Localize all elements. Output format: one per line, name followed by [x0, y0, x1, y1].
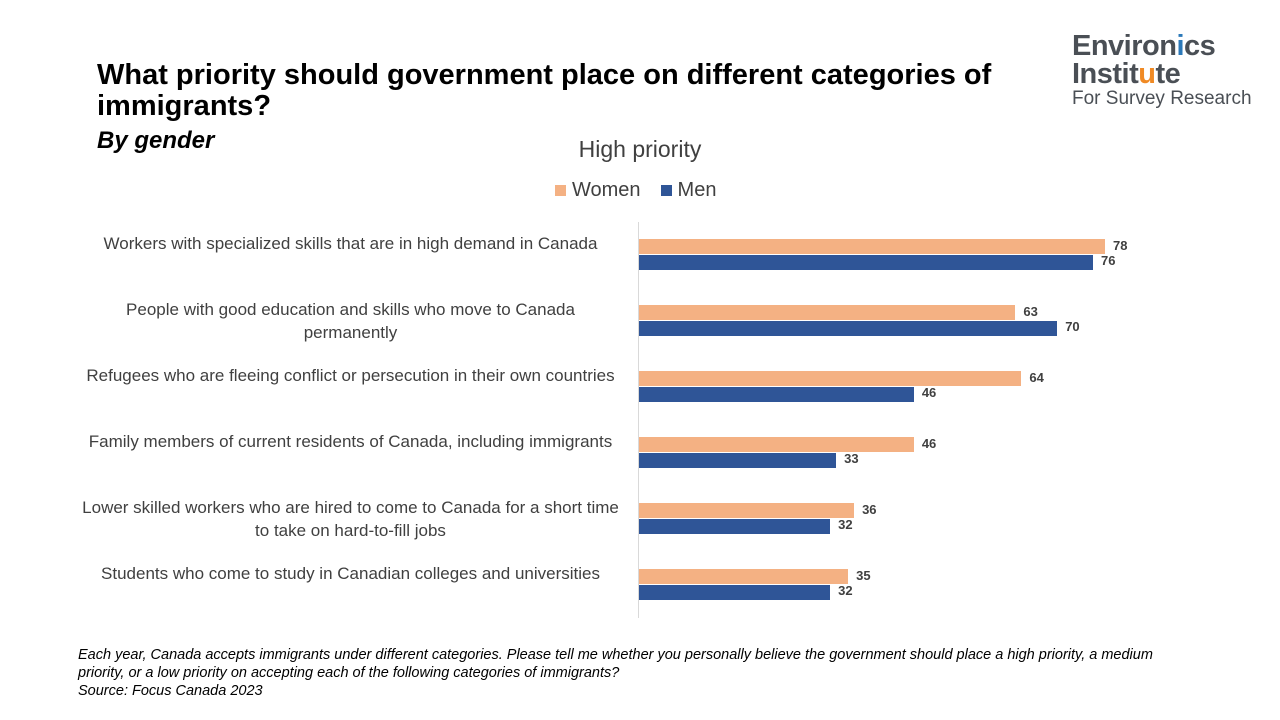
bar-men — [639, 255, 1094, 270]
logo-line-3: For Survey Research — [1072, 88, 1252, 109]
bar-women — [639, 239, 1105, 254]
logo-line-1: Environics — [1072, 30, 1216, 62]
environics-logo: Environics Institute For Survey Research — [1072, 32, 1252, 110]
category-label: People with good education and skills wh… — [126, 300, 575, 342]
legend-item-men: Men — [660, 179, 717, 202]
legend-label-men: Men — [677, 179, 717, 201]
data-label-women: 63 — [1023, 304, 1038, 319]
bar-women — [639, 437, 914, 452]
bar-men — [639, 585, 831, 600]
source-note: Source: Focus Canada 2023 — [78, 683, 263, 699]
bar-men — [639, 387, 914, 402]
data-label-men: 46 — [921, 385, 937, 400]
category-label: Workers with specialized skills that are… — [103, 234, 598, 253]
bar-women — [639, 569, 849, 584]
legend-swatch-men — [660, 185, 672, 196]
data-label-men: 33 — [844, 451, 859, 466]
data-label-women: 78 — [1113, 238, 1128, 253]
page-title: What priority should government place on… — [97, 59, 992, 122]
bar-men — [639, 519, 831, 534]
chart-legend: Women Men — [555, 179, 716, 202]
bar-women — [639, 503, 855, 518]
legend-label-women: Women — [572, 179, 641, 201]
data-label-men: 32 — [838, 583, 853, 598]
legend-item-women: Women — [555, 179, 641, 202]
bar-women — [639, 371, 1022, 386]
bar-men — [639, 453, 837, 468]
data-label-men: 70 — [1065, 319, 1080, 334]
category-label: Students who come to study in Canadian c… — [101, 564, 600, 583]
page-subtitle: By gender — [97, 127, 215, 154]
data-label-men: 76 — [1101, 253, 1116, 268]
logo-line-2: Institute — [1072, 58, 1181, 90]
data-label-women: 35 — [856, 568, 871, 583]
category-label: Refugees who are fleeing conflict or per… — [86, 366, 615, 385]
category-label: Family members of current residents of C… — [88, 432, 613, 451]
bar-men — [639, 321, 1058, 336]
category-label: Lower skilled workers who are hired to c… — [82, 498, 619, 540]
data-label-men: 32 — [838, 517, 853, 532]
data-label-women: 36 — [862, 502, 877, 517]
chart-title: High priority — [578, 136, 702, 162]
legend-swatch-women — [555, 185, 566, 196]
data-label-women: 64 — [1029, 370, 1044, 385]
footnote: Each year, Canada accepts immigrants und… — [78, 646, 1158, 700]
data-label-women: 46 — [921, 436, 937, 451]
bar-women — [639, 305, 1016, 320]
category-axis-line — [638, 222, 639, 618]
survey-question: Each year, Canada accepts immigrants und… — [78, 647, 1153, 681]
